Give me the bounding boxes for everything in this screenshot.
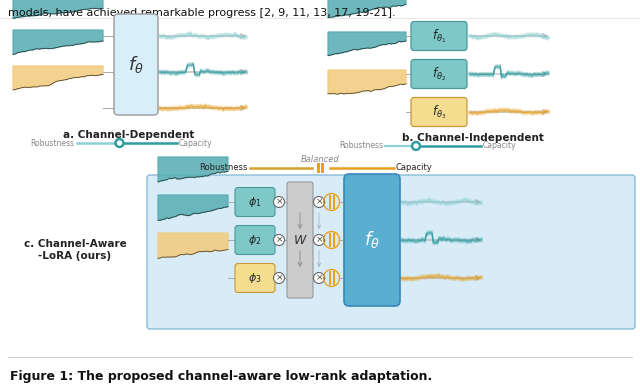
Polygon shape xyxy=(13,66,103,90)
Text: Capacity: Capacity xyxy=(396,163,433,172)
FancyBboxPatch shape xyxy=(114,14,158,115)
FancyBboxPatch shape xyxy=(317,163,320,173)
FancyBboxPatch shape xyxy=(147,175,635,329)
Text: $f_{\theta_3}$: $f_{\theta_3}$ xyxy=(432,103,446,121)
Circle shape xyxy=(273,234,285,245)
Text: $W$: $W$ xyxy=(292,234,307,246)
Text: Capacity: Capacity xyxy=(179,138,212,147)
Polygon shape xyxy=(158,195,228,220)
Text: Figure 1: The proposed channel-aware low-rank adaptation.: Figure 1: The proposed channel-aware low… xyxy=(10,370,432,383)
Text: $\phi_2$: $\phi_2$ xyxy=(248,233,262,247)
Bar xyxy=(333,195,335,209)
Circle shape xyxy=(273,273,285,284)
Circle shape xyxy=(314,234,324,245)
Text: $f_{\theta_2}$: $f_{\theta_2}$ xyxy=(432,65,446,83)
Text: a. Channel-Dependent: a. Channel-Dependent xyxy=(63,130,194,140)
Circle shape xyxy=(273,197,285,207)
Polygon shape xyxy=(13,0,103,18)
Text: $f_{\theta}$: $f_{\theta}$ xyxy=(128,54,144,75)
Text: $f_{\theta_1}$: $f_{\theta_1}$ xyxy=(432,27,446,45)
FancyBboxPatch shape xyxy=(235,225,275,255)
Bar xyxy=(333,271,335,285)
Bar xyxy=(328,195,331,209)
Polygon shape xyxy=(328,70,406,94)
Circle shape xyxy=(412,142,420,151)
Polygon shape xyxy=(158,157,228,182)
Bar xyxy=(328,271,331,285)
Polygon shape xyxy=(158,233,228,259)
Text: Balanced: Balanced xyxy=(301,155,339,164)
FancyBboxPatch shape xyxy=(235,188,275,216)
Text: Robustness: Robustness xyxy=(200,163,248,172)
Text: b. Channel-Independent: b. Channel-Independent xyxy=(402,133,544,143)
Polygon shape xyxy=(13,30,103,54)
Text: $\times$: $\times$ xyxy=(315,235,323,245)
FancyBboxPatch shape xyxy=(321,163,324,173)
Text: $\times$: $\times$ xyxy=(315,197,323,207)
Text: Capacity: Capacity xyxy=(483,142,516,151)
FancyBboxPatch shape xyxy=(411,60,467,89)
Text: $\times$: $\times$ xyxy=(275,273,283,283)
Text: $\phi_3$: $\phi_3$ xyxy=(248,271,262,285)
Circle shape xyxy=(115,138,124,147)
Polygon shape xyxy=(328,32,406,56)
FancyBboxPatch shape xyxy=(411,98,467,126)
Text: models, have achieved remarkable progress [2, 9, 11, 13, 17, 19-21].: models, have achieved remarkable progres… xyxy=(8,8,396,18)
Polygon shape xyxy=(328,0,406,18)
Circle shape xyxy=(118,141,122,145)
FancyBboxPatch shape xyxy=(287,182,313,298)
Text: $\times$: $\times$ xyxy=(315,273,323,283)
Bar xyxy=(328,233,331,247)
Circle shape xyxy=(314,273,324,284)
FancyBboxPatch shape xyxy=(411,21,467,50)
Text: $\times$: $\times$ xyxy=(275,197,283,207)
Text: $\times$: $\times$ xyxy=(275,235,283,245)
Text: $f_{\theta}$: $f_{\theta}$ xyxy=(364,229,380,250)
Circle shape xyxy=(314,197,324,207)
Circle shape xyxy=(414,144,418,148)
Bar xyxy=(333,233,335,247)
Text: $\phi_1$: $\phi_1$ xyxy=(248,195,262,209)
Text: c. Channel-Aware
-LoRA (ours): c. Channel-Aware -LoRA (ours) xyxy=(24,239,126,261)
FancyBboxPatch shape xyxy=(235,264,275,292)
FancyBboxPatch shape xyxy=(344,174,400,306)
Text: Robustness: Robustness xyxy=(31,138,74,147)
Text: Robustness: Robustness xyxy=(339,142,383,151)
